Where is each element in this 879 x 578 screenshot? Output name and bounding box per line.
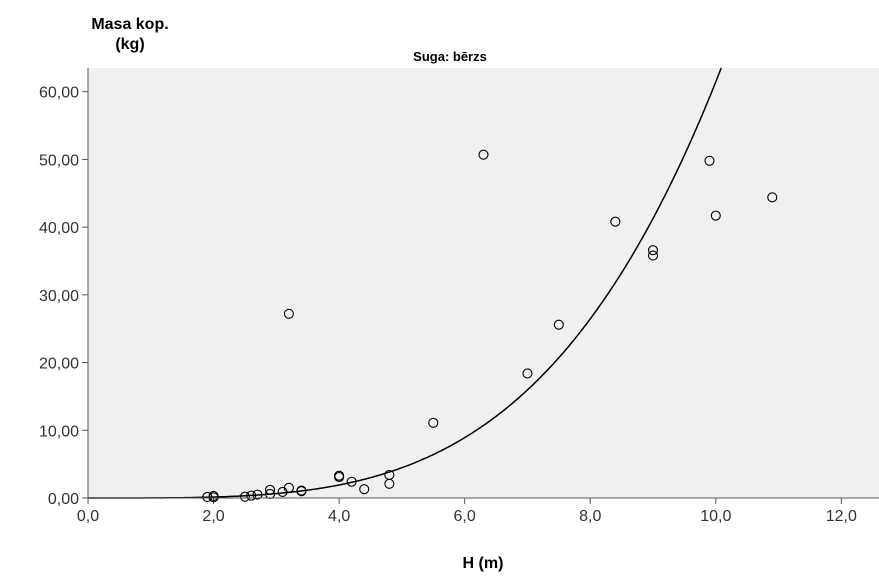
data-point xyxy=(246,490,257,501)
data-point xyxy=(522,368,533,379)
x-axis-title: H (m) xyxy=(463,555,504,572)
data-point xyxy=(296,486,307,497)
data-point xyxy=(334,471,345,483)
data-point xyxy=(239,491,250,502)
data-point xyxy=(710,210,721,221)
data-point xyxy=(428,417,439,428)
data-point xyxy=(283,308,294,319)
data-point xyxy=(478,149,489,160)
data-points xyxy=(202,149,778,503)
y-axis-title-line-1: Masa kop. xyxy=(91,16,168,33)
data-point xyxy=(767,192,778,203)
data-point xyxy=(252,489,263,500)
x-tick-label: 12,0 xyxy=(826,508,857,525)
x-tick-label: 2,0 xyxy=(202,508,224,525)
data-point xyxy=(610,216,621,227)
y-axis-title-line-2: (kg) xyxy=(115,36,144,53)
data-point xyxy=(384,478,395,489)
x-tick-label: 10,0 xyxy=(700,508,731,525)
data-point xyxy=(346,476,357,487)
data-point xyxy=(359,484,370,495)
plot-area xyxy=(88,68,879,498)
y-tick-label: 30,00 xyxy=(39,288,79,305)
data-point xyxy=(202,491,213,503)
x-tick-label: 8,0 xyxy=(579,508,601,525)
y-tick-label: 50,00 xyxy=(39,152,79,169)
x-tick-label: 0,0 xyxy=(77,508,99,525)
data-point xyxy=(208,492,219,503)
data-point xyxy=(265,484,276,495)
x-tick-label: 6,0 xyxy=(454,508,476,525)
y-tick-label: 40,00 xyxy=(39,220,79,237)
x-tick-label: 4,0 xyxy=(328,508,350,525)
chart-title: Suga: bērzs xyxy=(413,49,487,64)
y-tick-label: 60,00 xyxy=(39,85,79,102)
y-tick-label: 10,00 xyxy=(39,423,79,440)
data-point xyxy=(283,482,294,493)
data-point xyxy=(647,245,659,256)
data-point xyxy=(704,155,715,166)
data-point xyxy=(647,250,659,261)
y-tick-label: 20,00 xyxy=(39,356,79,373)
data-point xyxy=(553,319,564,330)
y-tick-label: 0,00 xyxy=(48,491,79,508)
axis-ticks: 0,00 10,00 20,00 30,00 40,00 50,00 60,00 0,0 2,0… xyxy=(39,85,857,525)
